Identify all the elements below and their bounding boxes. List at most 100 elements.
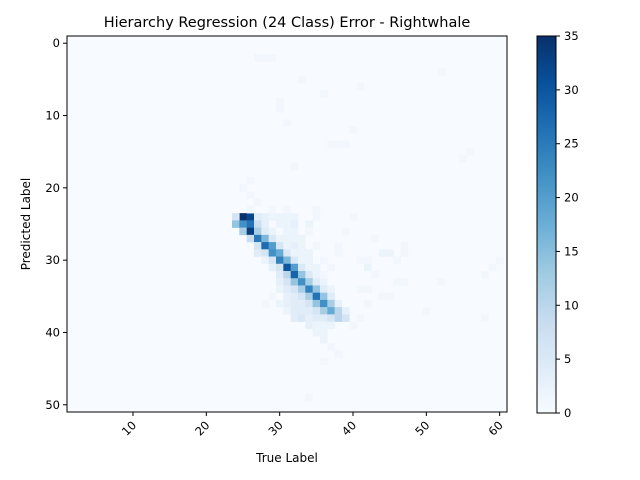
heatmap-cell [393,256,401,265]
heatmap-cell [305,393,313,402]
heatmap-cell [261,220,269,228]
heatmap-cell [254,234,262,243]
tick-label: 30 [45,253,60,267]
colorbar: 0 5 10 15 20 25 30 35 [536,29,579,420]
heatmap-cell [342,307,350,315]
heatmap-cell [261,234,269,243]
heatmap-cell [268,227,277,236]
heatmap-cell [342,314,350,322]
heatmap-cell [246,234,255,243]
heatmap-cell [232,220,240,228]
heatmap-cell [268,292,277,301]
heatmap-cell [371,234,379,243]
heatmap-cell [298,234,306,243]
heatmap-cell [481,314,489,322]
heatmap-cell [276,97,284,105]
heatmap-cell [290,234,299,243]
heatmap-cell [349,213,357,221]
heatmap-cell [239,227,247,236]
heatmap-cell [312,263,321,272]
heatmap-cell [290,278,299,286]
heatmap-cell [320,285,328,293]
heatmap-cell [283,213,291,221]
heatmap-cell [276,278,284,286]
heatmap-cell [254,213,262,221]
heatmap-cell [283,307,291,315]
heatmap-cell [378,292,387,301]
heatmap-cell [261,242,269,250]
heatmap-cell [364,263,372,272]
heatmap-cell [320,278,328,286]
heatmap-cell [232,213,240,221]
heatmap-cell [276,234,284,243]
heatmap-cell [305,271,313,279]
heatmap-cell [386,249,394,257]
heatmap-cell [305,278,313,286]
heatmap-cell [327,285,335,293]
heatmap-cell [283,119,291,127]
heatmap-cell [254,242,262,250]
heatmap-cell [364,285,372,293]
heatmap-cell [276,256,284,265]
heatmap-cell [261,54,269,62]
heatmap-cell [327,314,335,322]
tick-label: 20 [192,418,212,438]
heatmap-cell [290,242,299,250]
heatmap-cell [305,292,313,301]
heatmap-cell [283,299,291,308]
heatmap-cell [334,140,343,149]
heatmap-cell [290,213,299,221]
heatmap-cell [290,227,299,236]
plot-frame [66,35,508,413]
heatmap-cell [268,242,277,250]
heatmap-cell [246,205,255,214]
heatmap-cell [283,242,291,250]
heatmap-cell [254,54,262,62]
heatmap-cell [276,220,284,228]
heatmap-cell [334,314,343,322]
heatmap-cell [305,285,313,293]
tick-label: 15 [564,244,579,258]
heatmap-cell [298,278,306,286]
tick-label: 50 [45,398,60,412]
heatmap-cell [312,285,321,293]
heatmap-cell [268,213,277,221]
heatmap-cell [305,227,313,236]
heatmap-cell [312,242,321,250]
heatmap-cell [305,220,313,228]
heatmap-cell [305,256,313,265]
heatmap-cell [334,350,343,359]
heatmap-cell [422,307,431,315]
tick-label: 60 [486,418,506,438]
heatmap-cell [298,292,306,301]
tick-label: 40 [339,418,359,438]
heatmap-cell [290,307,299,315]
heatmap-cell [246,191,255,199]
heatmap-cell [290,162,299,171]
heatmap-cell [298,271,306,279]
heatmap-cell [276,213,284,221]
heatmap-cell [393,278,401,286]
heatmap-cell [320,307,328,315]
heatmap-cell [312,299,321,308]
heatmap-cell [386,292,394,301]
heatmap-cell [268,54,277,62]
heatmap-cell [239,213,247,221]
y-axis-label: Predicted Label [19,178,33,271]
heatmap-cell [276,299,284,308]
heatmap-cell [400,278,409,286]
heatmap-cell [356,256,365,265]
heatmap-cell [276,263,284,272]
heatmap-cell [437,278,445,286]
heatmap-cell [268,234,277,243]
heatmap-cell [276,104,284,113]
heatmap-cell [312,292,321,301]
heatmap-cell [356,285,365,293]
heatmap-cell [312,307,321,315]
heatmap-cell [290,220,299,228]
heatmap-cell [342,227,350,236]
heatmap-cell [481,271,489,279]
heatmap-cell [320,299,328,308]
heatmap-cell [268,205,277,214]
tick-label: 50 [412,418,432,438]
